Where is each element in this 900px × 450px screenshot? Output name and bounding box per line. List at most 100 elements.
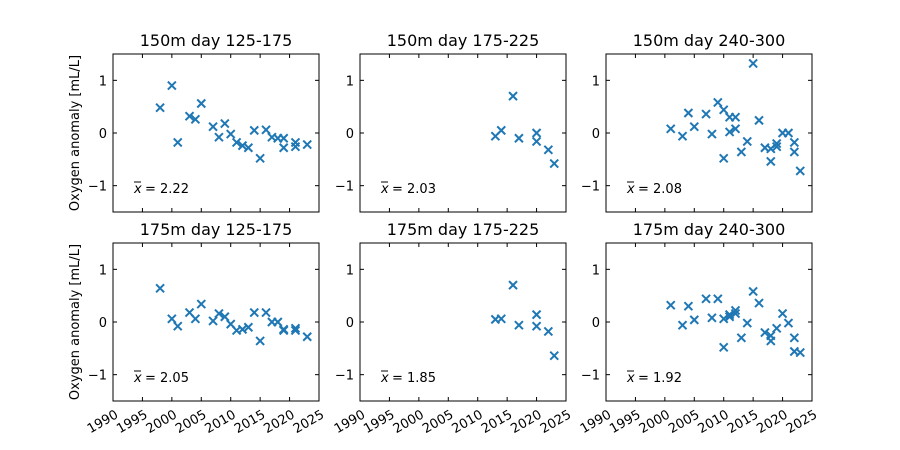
data-point	[173, 137, 183, 148]
data-point	[543, 326, 554, 337]
mean-symbol: x	[626, 371, 635, 386]
data-point	[730, 308, 741, 319]
data-point	[278, 143, 289, 153]
y-tick-label: −1	[335, 369, 354, 384]
data-point	[531, 321, 542, 331]
mean-value: = 1.92	[638, 371, 682, 386]
data-point	[531, 309, 542, 320]
data-point	[795, 347, 805, 358]
data-point	[155, 103, 165, 113]
data-point	[719, 105, 729, 115]
data-point	[771, 138, 782, 149]
y-tick-label: −1	[335, 180, 354, 195]
data-point	[302, 332, 312, 342]
data-point	[255, 336, 265, 346]
data-point	[789, 333, 800, 343]
data-point	[736, 147, 747, 157]
data-point	[701, 109, 711, 119]
data-point	[689, 121, 699, 132]
data-point	[496, 125, 506, 136]
data-point	[689, 315, 699, 325]
data-point	[683, 301, 694, 311]
y-tick-label: 1	[346, 263, 354, 278]
data-point	[255, 153, 265, 163]
data-point	[742, 136, 752, 147]
data-point	[496, 314, 506, 324]
data-point	[719, 342, 729, 352]
data-point	[190, 314, 201, 324]
data-point	[231, 137, 242, 148]
y-tick-label: 0	[592, 127, 600, 142]
data-point	[278, 324, 289, 335]
data-point	[208, 316, 218, 326]
data-point	[173, 321, 183, 331]
mean-value: = 2.22	[145, 182, 189, 197]
data-point	[730, 124, 741, 134]
y-axis-label-top: Oxygen anomaly [mL/L]	[68, 55, 83, 211]
data-point	[243, 143, 254, 153]
data-point	[508, 91, 518, 101]
data-point	[666, 124, 676, 134]
data-point	[748, 286, 758, 297]
y-tick-label: −1	[581, 180, 600, 195]
y-tick-label: 1	[346, 74, 354, 89]
data-point	[226, 129, 236, 139]
data-point	[155, 283, 165, 294]
y-tick-label: 0	[592, 316, 600, 331]
data-point	[760, 327, 770, 338]
data-point	[724, 127, 735, 137]
panel-title: 150m day 175-225	[387, 31, 540, 50]
mean-value: = 2.05	[145, 371, 189, 386]
panel-title: 175m day 175-225	[387, 220, 540, 239]
data-point	[789, 137, 800, 148]
data-point	[795, 166, 805, 176]
data-point	[666, 300, 676, 310]
data-point	[196, 299, 206, 309]
data-point	[707, 129, 717, 139]
y-tick-label: −1	[88, 180, 107, 195]
data-point	[683, 108, 694, 118]
y-tick-label: −1	[88, 369, 107, 384]
data-point	[543, 145, 554, 155]
data-point	[777, 308, 788, 319]
data-point	[508, 280, 518, 290]
data-point	[249, 307, 259, 318]
data-point	[713, 294, 723, 304]
data-point	[278, 133, 289, 143]
data-point	[766, 156, 776, 167]
data-point	[273, 317, 283, 327]
panel-1: 150m day 125-175 −1 0 1 x = 2.22	[88, 31, 320, 213]
mean-symbol: x	[626, 182, 635, 197]
data-point	[243, 322, 254, 332]
y-tick-label: 0	[346, 127, 354, 142]
y-tick-label: 1	[99, 74, 107, 89]
data-point	[771, 323, 782, 334]
panel-2: 150m day 175-225 −1 0 1 x = 2.03	[335, 31, 567, 213]
mean-symbol: x	[380, 182, 389, 197]
data-point	[302, 139, 312, 150]
y-tick-label: −1	[581, 369, 600, 384]
data-point	[514, 133, 524, 143]
data-point	[290, 141, 301, 152]
mean-symbol: x	[133, 371, 142, 386]
data-point	[290, 325, 301, 336]
panel-title: 175m day 125-175	[140, 220, 293, 239]
panel-title: 175m day 240-300	[633, 220, 786, 239]
data-point	[754, 115, 764, 126]
data-point	[771, 141, 782, 152]
data-point	[766, 336, 776, 346]
data-point	[214, 308, 224, 319]
data-point	[701, 294, 711, 304]
mean-symbol: x	[133, 182, 142, 197]
data-point	[184, 111, 195, 121]
data-point	[208, 121, 218, 132]
data-point	[677, 320, 688, 330]
mean-value: = 2.08	[638, 182, 682, 197]
y-tick-label: 0	[99, 316, 107, 331]
data-point	[531, 128, 542, 138]
y-tick-label: 1	[99, 263, 107, 278]
mean-value: = 2.03	[392, 182, 436, 197]
data-point	[677, 131, 688, 141]
data-point	[730, 112, 741, 122]
